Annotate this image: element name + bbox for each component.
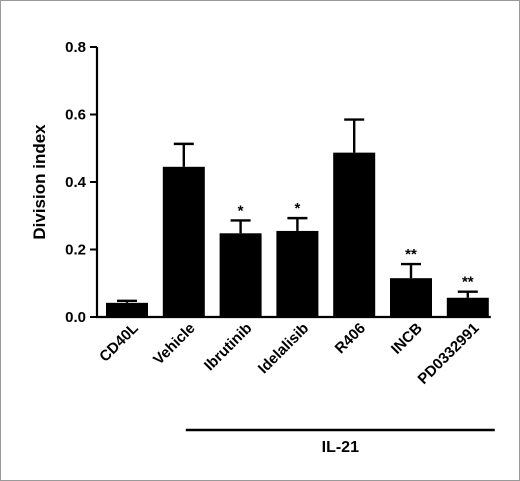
x-tick-label: PD0332991 — [415, 320, 483, 388]
x-tick-label: Ibrutinib — [201, 320, 255, 374]
group-label: IL-21 — [322, 439, 359, 456]
y-axis: 0.0 0.2 0.4 0.6 0.8 — [65, 39, 99, 326]
bar — [333, 152, 376, 317]
x-tick-label: CD40L — [96, 320, 142, 366]
y-tick-label: 0.8 — [65, 39, 86, 56]
bar — [390, 278, 432, 317]
bar — [276, 230, 319, 317]
bar — [219, 233, 262, 317]
x-tick-label: R406 — [332, 320, 369, 357]
x-tick-label: Vehicle — [150, 320, 199, 369]
significance-label: ** — [405, 246, 417, 263]
y-axis-title: Division index — [30, 124, 49, 240]
bar — [106, 302, 148, 317]
significance-label: ** — [462, 274, 474, 291]
y-tick-label: 0.4 — [65, 174, 87, 191]
bar — [162, 166, 205, 317]
group-bracket: IL-21 — [185, 428, 495, 456]
x-tick-label: Idelalisib — [255, 320, 312, 377]
bars: * ***** — [106, 118, 489, 317]
x-tick-label: INCB — [388, 320, 426, 358]
bar — [446, 297, 489, 317]
y-tick-label: 0.0 — [65, 309, 86, 326]
significance-label: * — [238, 202, 244, 219]
y-tick-label: 0.6 — [65, 107, 86, 124]
x-axis: CD40L Vehicle Ibrutinib Idelalisib R406 INCBP… — [96, 315, 491, 388]
significance-label: * — [294, 200, 300, 217]
y-tick-label: 0.2 — [65, 242, 86, 259]
